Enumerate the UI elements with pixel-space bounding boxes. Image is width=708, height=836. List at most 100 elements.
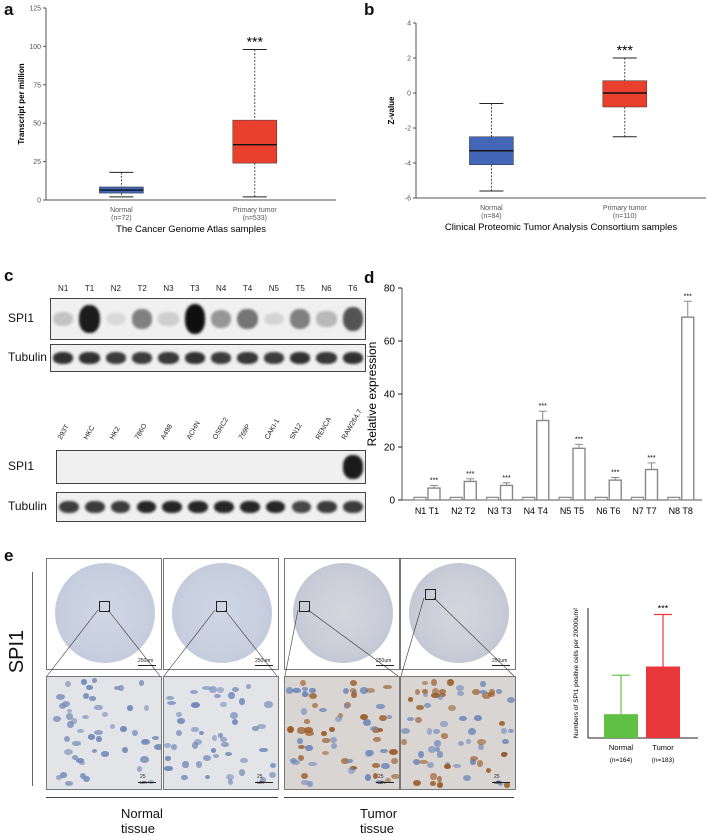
blot-band (59, 500, 79, 514)
y-axis-label: Relative expression (365, 342, 379, 447)
sample-count: (n=533) (243, 215, 267, 222)
blot-band (53, 352, 74, 364)
scale-bar (255, 665, 273, 666)
blot-band (79, 352, 100, 364)
blot-band (211, 352, 232, 364)
lane-label: T3 (190, 284, 200, 293)
blot-band (265, 500, 286, 514)
significance-marker: *** (539, 403, 547, 410)
lane-label: N3 (163, 284, 174, 293)
bar-tumor (499, 484, 514, 501)
blot-band (105, 312, 126, 326)
lane-label: OSRC2 (211, 416, 230, 441)
lane-label: T5 (295, 284, 305, 293)
significance-marker: *** (647, 455, 655, 462)
blot-band (84, 500, 105, 514)
significance-marker: *** (247, 33, 264, 49)
blot-band (342, 352, 363, 364)
ihc-zoom-image (46, 676, 162, 790)
ihc-zoom-image (400, 676, 516, 790)
ihc-overview-image (163, 558, 279, 670)
scale-label: 250um (492, 658, 508, 664)
lane-label: SN12 (289, 422, 305, 441)
scale-bar (492, 782, 510, 783)
y-tick-label: 125 (29, 6, 41, 13)
ihc-divider (32, 572, 33, 786)
blot-band (239, 500, 260, 514)
blot-band (53, 311, 74, 327)
panel-label-b: b (364, 0, 375, 19)
blot-strip (56, 450, 366, 484)
sample-count: (n=84) (481, 213, 501, 220)
blot-band (317, 500, 338, 514)
boxplot-cptac: -6 -4 -2 0 2 4 Z-value Normal(n=84) Primary tumo… (387, 21, 706, 233)
y-axis-label: Z-value (387, 96, 396, 125)
y-tick-label: 100 (29, 44, 41, 51)
blot-band (263, 312, 284, 326)
x-tick-label: Normal (480, 205, 503, 212)
scale-bar (138, 782, 156, 783)
y-tick-label: 0 (37, 198, 41, 205)
x-tick-label: N6 T6 (596, 506, 620, 516)
y-axis-label: Transcript per million (17, 63, 26, 144)
ihc-zoom-image (163, 676, 279, 790)
lane-label: T2 (137, 284, 147, 293)
x-tick-label: N5 T5 (560, 506, 584, 516)
lane-label: N5 (268, 284, 279, 293)
normal-tissue-label: Normal tissue (121, 806, 163, 836)
lane-label: RENCA (315, 416, 334, 441)
blot-band (132, 309, 153, 329)
blot-band (162, 500, 183, 514)
bar-normal (594, 496, 608, 501)
x-tick-label: N3 T3 (487, 506, 511, 516)
scale-bar (492, 665, 510, 666)
blot-strip (56, 492, 366, 522)
tumor-tissue-label: Tumor tissue (360, 806, 398, 836)
tumor-tissue-bracket (284, 797, 514, 798)
blot-band (110, 500, 131, 514)
bar-tumor (608, 479, 622, 501)
significance-marker: *** (575, 436, 583, 443)
blot-strip (50, 344, 366, 372)
y-tick-label: -2 (405, 126, 411, 133)
bar-tumor (427, 487, 441, 501)
sample-count: (n=164) (610, 757, 633, 764)
blot-band (136, 500, 157, 514)
blot-band (343, 455, 363, 479)
scale-bar (255, 782, 273, 783)
bar-tumor (644, 468, 659, 501)
scale-label: 25 um (378, 774, 385, 786)
blot-row-label: SPI1 (8, 311, 35, 325)
bar-tumor (536, 419, 550, 501)
boxplot-tcga: 0 25 50 75 100 125 Transcript per million Norma… (17, 6, 336, 235)
blot-strip (50, 298, 366, 340)
lane-label: ACHN (186, 420, 202, 441)
sample-count: (n=72) (111, 215, 131, 222)
bar-normal (413, 496, 427, 501)
box (602, 80, 648, 108)
blot-band (237, 308, 258, 330)
lane-label: A498 (160, 423, 175, 441)
blot-band (263, 352, 284, 364)
y-tick-label: 75 (33, 82, 41, 89)
y-tick-label: -4 (405, 161, 411, 168)
blot-band (158, 312, 179, 326)
blot-band (291, 500, 312, 514)
lane-label: RAW264.7 (341, 408, 364, 441)
significance-marker: *** (617, 42, 634, 58)
bar-tumor (681, 316, 695, 501)
blot-row-label: Tubulin (8, 350, 47, 364)
y-tick-label: 60 (384, 337, 396, 348)
lane-label: N6 (321, 284, 332, 293)
scale-label: 25 um (140, 774, 147, 786)
blot-row-label: SPI1 (8, 459, 35, 473)
bar-tumor (463, 480, 477, 501)
scale-label: 250um (376, 658, 392, 664)
ihc-row-label: SPI1 (6, 629, 29, 674)
x-tick-label: N8 T8 (669, 506, 693, 516)
scale-bar (376, 782, 394, 783)
lane-label: 769P (237, 423, 252, 441)
lane-label: T4 (242, 284, 253, 293)
lane-label: CAKI-1 (263, 417, 281, 441)
blot-band (79, 304, 100, 334)
